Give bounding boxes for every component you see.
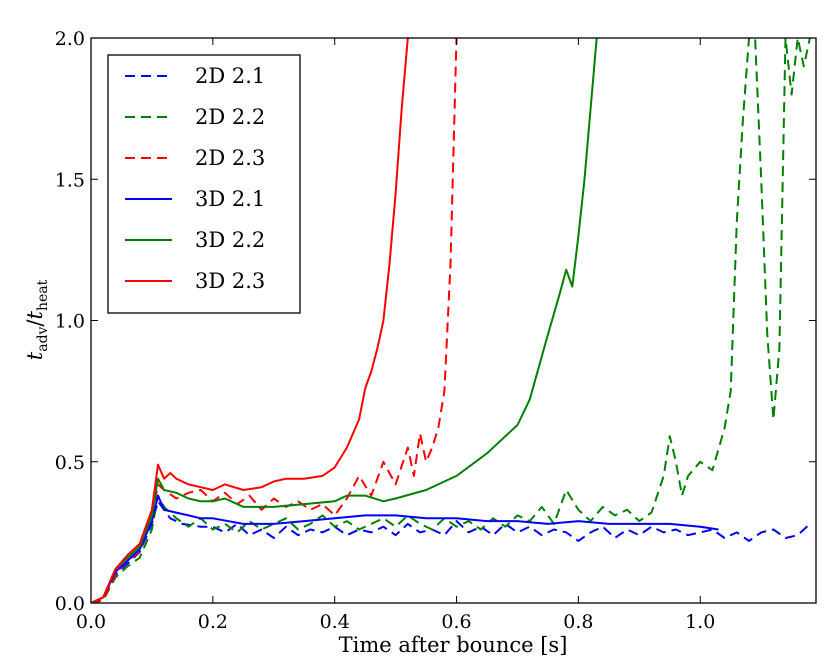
series-layer (91, 38, 811, 603)
y-label-sub-1: adv (35, 326, 51, 351)
legend-frame (107, 54, 301, 314)
legend-label-1: 2D 2.2 (195, 105, 265, 129)
legend-label-2: 2D 2.3 (195, 146, 265, 170)
x-tick-label: 0.4 (320, 611, 350, 633)
legend-label-0: 2D 2.1 (195, 64, 265, 88)
x-tick-label: 0.2 (198, 611, 228, 633)
series-line-3 (91, 494, 719, 603)
ticks-layer: 0.0 0.2 0.4 0.6 0.8 1.0 0.0 0.5 1.0 1.5 2.0 (55, 28, 816, 633)
series-line-4 (91, 38, 598, 603)
x-tick-label: 0.6 (441, 611, 471, 633)
x-tick-label: 0.0 (76, 611, 106, 633)
y-label-separator: / (23, 319, 47, 327)
y-label-base-2: t (23, 310, 47, 319)
y-tick-label: 1.5 (55, 169, 85, 191)
y-tick-label: 0.5 (55, 452, 85, 474)
y-label-base-1: t (23, 351, 47, 360)
y-label-sub-2: heat (35, 279, 51, 311)
series-line-0 (91, 500, 811, 603)
y-tick-label: 2.0 (55, 28, 85, 50)
series-line-2 (91, 38, 458, 603)
y-tick-label: 1.0 (55, 311, 85, 333)
series-line-5 (91, 38, 409, 603)
legend-label-5: 3D 2.3 (195, 269, 265, 293)
legend-label-3: 3D 2.1 (195, 187, 265, 211)
y-axis-label: tadv/theat (23, 279, 51, 360)
x-axis-label: Time after bounce [s] (339, 633, 568, 657)
legend: 2D 2.1 2D 2.2 2D 2.3 3D 2.1 3D 2.2 3D 2.3 (107, 54, 301, 314)
series-line-1 (91, 38, 811, 603)
legend-label-4: 3D 2.2 (195, 228, 265, 252)
x-tick-label: 1.0 (685, 611, 715, 633)
y-tick-label: 0.0 (55, 593, 85, 615)
x-tick-label: 0.8 (563, 611, 593, 633)
